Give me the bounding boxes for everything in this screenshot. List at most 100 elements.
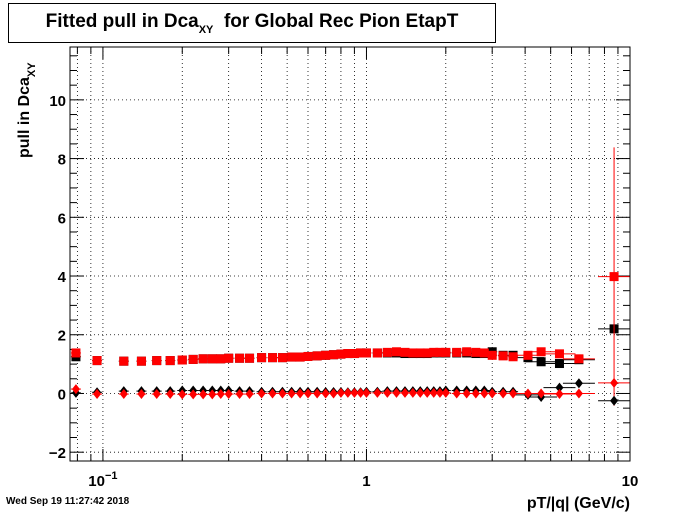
- data-point-square: [235, 353, 245, 363]
- data-point-square: [536, 347, 546, 357]
- data-point-diamond: [488, 388, 497, 399]
- data-point-diamond: [71, 384, 80, 395]
- data-point-square: [422, 348, 432, 358]
- data-point-diamond: [278, 388, 287, 399]
- data-point-square: [452, 347, 462, 357]
- data-point-square: [536, 357, 546, 367]
- data-point-square: [295, 352, 305, 362]
- y-axis-label-main: pull in Dca: [16, 77, 33, 158]
- data-point-square: [321, 350, 331, 360]
- data-point-square: [277, 353, 287, 363]
- data-point-diamond: [610, 377, 619, 388]
- data-point-square: [349, 349, 359, 359]
- data-point-square: [415, 348, 425, 358]
- title-subscript: XY: [198, 24, 214, 36]
- data-point-square: [207, 354, 217, 364]
- y-tick-label: −2: [49, 445, 66, 462]
- data-point-diamond: [336, 387, 345, 398]
- timestamp: Wed Sep 19 11:27:42 2018: [6, 496, 130, 507]
- title-main: Fitted pull in Dca: [45, 11, 199, 32]
- data-point-diamond: [423, 387, 432, 398]
- y-axis-label: pull in DcaXY: [16, 62, 38, 158]
- data-point-square: [267, 353, 277, 363]
- data-point-square: [198, 354, 208, 364]
- series-3: [70, 377, 631, 400]
- data-point-diamond: [119, 389, 128, 400]
- data-point-square: [462, 347, 472, 357]
- data-point-square: [508, 352, 518, 362]
- data-point-square: [216, 354, 226, 364]
- data-point-diamond: [350, 387, 359, 398]
- data-point-diamond: [480, 388, 489, 399]
- data-point-square: [382, 347, 392, 357]
- data-point-diamond: [452, 388, 461, 399]
- x-tick-label-exponent: −1: [105, 470, 118, 482]
- data-point-diamond: [235, 389, 244, 400]
- data-point-square: [152, 356, 162, 366]
- data-point-diamond: [224, 389, 233, 400]
- data-point-square: [177, 355, 187, 365]
- data-point-diamond: [216, 389, 225, 400]
- data-point-square: [303, 351, 313, 361]
- data-point-diamond: [178, 389, 187, 400]
- data-point-diamond: [257, 388, 266, 399]
- data-point-diamond: [268, 388, 277, 399]
- data-point-square: [336, 349, 346, 359]
- y-tick-label: 10: [49, 93, 66, 110]
- data-point-diamond: [400, 387, 409, 398]
- data-point-square: [609, 272, 619, 282]
- data-point-square: [224, 353, 234, 363]
- plot-frame: [69, 46, 631, 462]
- data-point-square: [71, 348, 81, 358]
- data-point-diamond: [321, 388, 330, 399]
- data-point-diamond: [408, 387, 417, 398]
- data-point-square: [479, 348, 489, 358]
- x-axis-label: pT/|q| (GeV/c): [527, 495, 630, 512]
- data-point-diamond: [296, 388, 305, 399]
- data-point-square: [119, 356, 129, 366]
- chart-title: Fitted pull in DcaXY for Global Rec Pion…: [8, 3, 496, 43]
- data-point-diamond: [435, 387, 444, 398]
- data-point-square: [554, 349, 564, 359]
- data-point-diamond: [303, 388, 312, 399]
- data-point-square: [523, 350, 533, 360]
- data-point-square: [435, 347, 445, 357]
- series-1: [70, 147, 631, 406]
- x-tick-label: 10−1: [88, 470, 117, 490]
- data-point-square: [165, 356, 175, 366]
- y-tick-label: 4: [58, 269, 67, 286]
- data-point-diamond: [208, 389, 217, 400]
- data-point-square: [498, 351, 508, 361]
- data-point-square: [574, 354, 584, 364]
- data-point-diamond: [356, 387, 365, 398]
- data-point-square: [361, 348, 371, 358]
- data-point-square: [245, 353, 255, 363]
- data-point-diamond: [537, 388, 546, 399]
- data-point-square: [329, 350, 339, 360]
- data-point-diamond: [373, 387, 382, 398]
- x-tick-label-base: 10: [88, 473, 105, 490]
- data-point-diamond: [189, 389, 198, 400]
- data-series: [70, 147, 631, 406]
- data-point-square: [487, 350, 497, 360]
- data-point-square: [441, 347, 451, 357]
- data-point-diamond: [471, 388, 480, 399]
- data-point-diamond: [166, 389, 175, 400]
- data-point-diamond: [610, 395, 619, 406]
- y-axis-label-sub: XY: [26, 62, 38, 77]
- data-point-square: [136, 356, 146, 366]
- grid-lines: [70, 47, 631, 461]
- y-tick-label: 0: [58, 386, 66, 403]
- data-point-square: [287, 352, 297, 362]
- data-point-diamond: [555, 382, 564, 393]
- data-point-square: [408, 348, 418, 358]
- data-point-diamond: [555, 389, 564, 400]
- data-point-square: [372, 348, 382, 358]
- data-point-diamond: [137, 389, 146, 400]
- data-point-square: [471, 347, 481, 357]
- data-point-diamond: [362, 387, 371, 398]
- data-point-diamond: [329, 388, 338, 399]
- data-point-diamond: [441, 387, 450, 398]
- axis-ticks: [70, 47, 631, 461]
- data-point-square: [429, 347, 439, 357]
